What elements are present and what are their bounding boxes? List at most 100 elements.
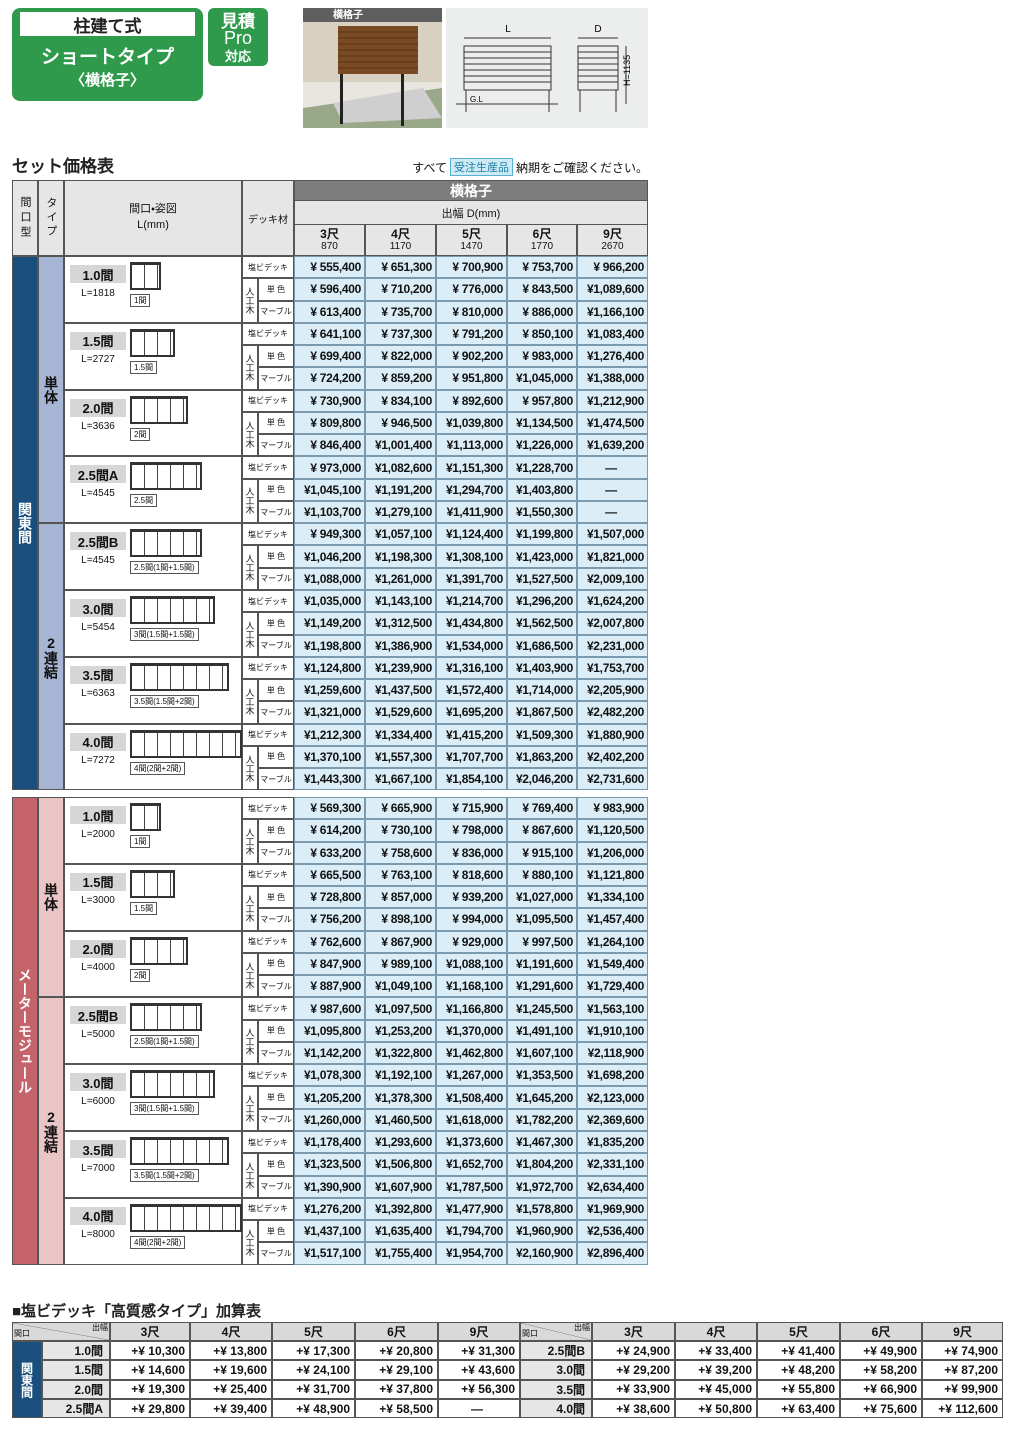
deck-solid: 単 色 (258, 278, 294, 301)
price: ¥1,835,200 (577, 1131, 648, 1154)
price: ¥1,415,200 (436, 723, 507, 746)
price: ¥1,607,900 (365, 1175, 436, 1198)
diagram-h: H=1135 (622, 55, 632, 86)
price: ¥2,536,400 (577, 1220, 648, 1243)
deck-solid: 単 色 (258, 612, 294, 635)
price: ¥1,168,100 (436, 975, 507, 998)
addon-value: +¥ 33,400 (675, 1341, 757, 1361)
length-label: L=4545 (81, 487, 115, 499)
addon-value: — (438, 1398, 520, 1419)
price: ¥ 898,100 (365, 908, 436, 931)
deck-pvc: 塩ビデッキ (242, 590, 294, 613)
type-cell: 2連結 (38, 997, 64, 1265)
price: ¥1,378,300 (365, 1086, 436, 1109)
price: ¥ 957,800 (507, 389, 577, 412)
price: ¥ 641,100 (294, 322, 365, 346)
section-title: セット価格表 (12, 157, 114, 176)
addon-value: +¥ 24,100 (272, 1360, 355, 1380)
addon-value: +¥ 37,800 (355, 1379, 438, 1399)
addon-size: 3.5間 (520, 1379, 592, 1399)
span-label: 1.5間 (130, 360, 158, 374)
note-before: すべて (412, 160, 447, 175)
price: ¥1,457,400 (577, 908, 648, 931)
price: ¥1,509,300 (507, 723, 577, 746)
length-label: L=7272 (81, 755, 115, 767)
price: ¥1,854,100 (436, 768, 507, 791)
deck-solid: 単 色 (258, 411, 294, 435)
price: ¥1,491,100 (507, 1019, 577, 1042)
size-label: 1.5間 (70, 872, 126, 891)
price: ¥ 700,900 (436, 256, 507, 279)
price: ¥1,714,000 (507, 679, 577, 702)
addon-value: +¥ 48,200 (757, 1360, 840, 1380)
length-label: L=5000 (81, 1028, 115, 1040)
price: ¥ 951,800 (436, 367, 507, 390)
span-label: 3.5間(1.5間+2間) (130, 1169, 199, 1182)
column-mm: 1170 (389, 241, 412, 252)
deck-marble: マーブル (258, 701, 294, 724)
price: ¥1,386,900 (365, 634, 436, 657)
price: ¥ 818,600 (436, 863, 507, 887)
addon-group: 関東間 (12, 1341, 42, 1419)
deck-pvc: 塩ビデッキ (242, 256, 294, 279)
price: ¥1,972,700 (507, 1175, 577, 1198)
price: ¥1,821,000 (577, 545, 648, 568)
span-label: 1間 (130, 835, 151, 848)
corner-cell (12, 1322, 110, 1341)
size-label: 2.5間B (70, 532, 126, 551)
span-label: 4間(2間+2間) (130, 1235, 186, 1249)
price: ¥2,731,600 (577, 768, 648, 791)
deck-wood: 人工木 (242, 1086, 258, 1131)
length-label: L=8000 (81, 1229, 115, 1241)
price: ¥ 987,600 (294, 997, 365, 1020)
addon-value: +¥ 55,800 (757, 1379, 840, 1399)
deck-marble: マーブル (258, 300, 294, 323)
size-label: 3.0間 (70, 1073, 126, 1092)
price: ¥1,178,400 (294, 1131, 365, 1154)
deck-pvc: 塩ビデッキ (242, 1197, 294, 1221)
price: ¥1,462,800 (436, 1041, 507, 1065)
column-label: 5尺 (462, 227, 481, 241)
price: ¥1,095,500 (507, 908, 577, 931)
price: ¥ 966,200 (577, 256, 648, 279)
price: ¥1,529,600 (365, 701, 436, 724)
addon-size: 1.0間 (42, 1341, 110, 1361)
price: ¥1,563,100 (577, 997, 648, 1020)
price: ¥1,083,400 (577, 322, 648, 346)
mini-diagram (130, 262, 161, 290)
price: ¥1,049,100 (365, 975, 436, 998)
length-label: L=4000 (81, 962, 115, 974)
deck-solid: 単 色 (258, 1153, 294, 1176)
deck-wood: 人工木 (242, 345, 258, 390)
mini-diagram (130, 869, 175, 898)
deck-pvc: 塩ビデッキ (242, 1064, 294, 1087)
addon-value: +¥ 29,800 (110, 1398, 190, 1419)
price: ¥2,007,800 (577, 612, 648, 635)
price: ¥ 758,600 (365, 841, 436, 864)
header-frontage-type: 間口型 (12, 180, 38, 256)
price: — (577, 500, 648, 524)
price: ¥1,969,900 (577, 1197, 648, 1221)
addon-column: 3尺 (110, 1322, 190, 1341)
price: ¥1,191,600 (507, 952, 577, 976)
price: ¥ 730,100 (365, 819, 436, 842)
price: ¥ 946,500 (365, 411, 436, 435)
price: ¥1,057,100 (365, 523, 436, 546)
price: ¥1,120,500 (577, 819, 648, 842)
size-label: 1.0間 (70, 265, 126, 283)
addon-size: 2.5間A (42, 1398, 110, 1419)
corner-col: 出幅 (574, 1323, 590, 1332)
price: ¥ 596,400 (294, 278, 365, 301)
deck-marble: マーブル (258, 1242, 294, 1265)
deck-wood: 人工木 (242, 478, 258, 524)
price: ¥1,755,400 (365, 1242, 436, 1265)
price: ¥1,264,100 (577, 930, 648, 953)
photo-label: 横格子 (333, 8, 363, 21)
price: ¥ 730,900 (294, 389, 365, 412)
price: ¥ 798,000 (436, 819, 507, 842)
price: ¥1,517,100 (294, 1242, 365, 1265)
price: ¥1,506,800 (365, 1153, 436, 1176)
corner-col: 出幅 (92, 1323, 108, 1332)
price: ¥ 892,600 (436, 389, 507, 412)
price: ¥1,316,100 (436, 656, 507, 680)
